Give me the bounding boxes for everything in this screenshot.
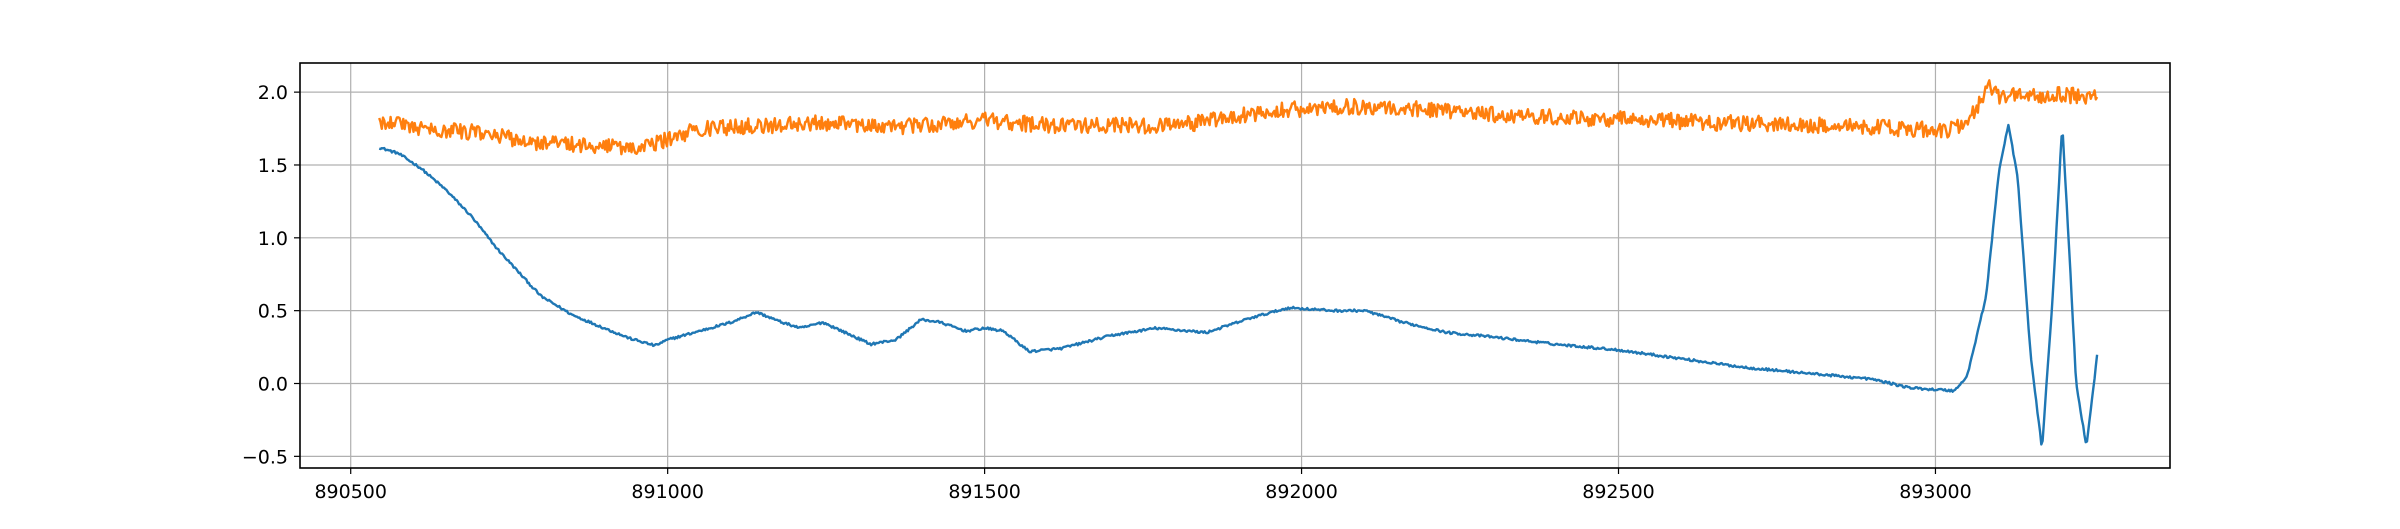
y-tick-label: 2.0 bbox=[258, 82, 288, 104]
y-tick-label: 0.5 bbox=[258, 301, 288, 323]
series-line-1 bbox=[378, 123, 2099, 446]
x-axis-tick-labels: 890500 891000 891500 892000 892500 893000 bbox=[314, 481, 1971, 503]
plot-frame bbox=[299, 62, 2171, 469]
x-tick-label: 892000 bbox=[1265, 481, 1338, 503]
series-line-2 bbox=[378, 79, 2099, 156]
y-axis-tick-labels: −0.5 0.0 0.5 1.0 1.5 2.0 bbox=[242, 82, 288, 468]
tick-marks bbox=[294, 91, 1937, 474]
y-tick-label: 0.0 bbox=[258, 374, 288, 396]
x-tick-label: 890500 bbox=[314, 481, 387, 503]
series-layer bbox=[378, 79, 2099, 446]
y-tick-label: −0.5 bbox=[242, 446, 288, 468]
x-tick-label: 892500 bbox=[1582, 481, 1655, 503]
x-tick-label: 891000 bbox=[631, 481, 704, 503]
x-tick-label: 891500 bbox=[948, 481, 1021, 503]
y-tick-label: 1.5 bbox=[258, 155, 288, 177]
y-tick-label: 1.0 bbox=[258, 228, 288, 250]
x-tick-label: 893000 bbox=[1899, 481, 1972, 503]
